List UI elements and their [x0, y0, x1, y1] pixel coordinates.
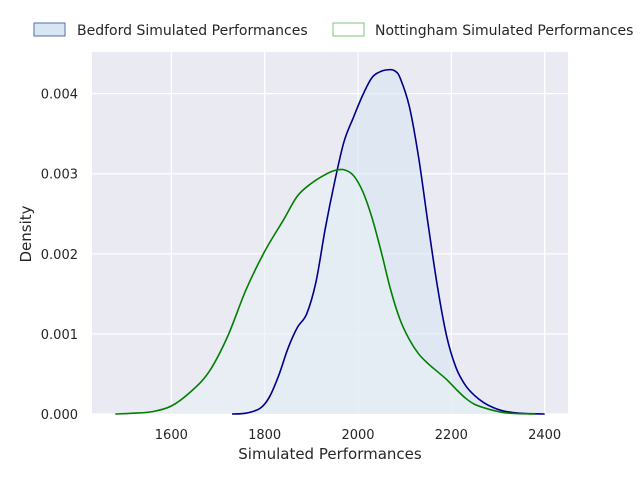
- x-axis-label: Simulated Performances: [238, 445, 422, 463]
- density-lines: [115, 68, 545, 415]
- density-line-nottingham: [115, 168, 536, 415]
- legend-label-nottingham: Nottingham Simulated Performances: [375, 23, 633, 39]
- legend-swatch-nottingham: [332, 22, 365, 37]
- y-axis-label: Density: [17, 205, 35, 262]
- y-tick-label: 0.001: [41, 328, 78, 343]
- y-tick-label: 0.004: [41, 88, 78, 103]
- density-line-bedford: [231, 68, 545, 415]
- y-tick-label: 0.000: [41, 408, 78, 423]
- legend-swatch-bedford: [33, 22, 66, 37]
- x-tick-label: 1800: [248, 428, 281, 443]
- y-tick-labels: 0.000 0.001 0.002 0.003 0.004: [41, 88, 78, 423]
- x-tick-label: 2000: [341, 428, 374, 443]
- x-tick-label: 2400: [528, 428, 561, 443]
- x-tick-labels: 1600 1800 2000 2200 2400: [155, 428, 561, 443]
- y-tick-label: 0.002: [41, 248, 78, 263]
- y-tick-label: 0.003: [41, 168, 78, 183]
- legend-label-bedford: Bedford Simulated Performances: [77, 23, 308, 39]
- x-tick-label: 2200: [435, 428, 468, 443]
- x-tick-label: 1600: [155, 428, 188, 443]
- legend: Bedford Simulated Performances Nottingha…: [33, 22, 633, 39]
